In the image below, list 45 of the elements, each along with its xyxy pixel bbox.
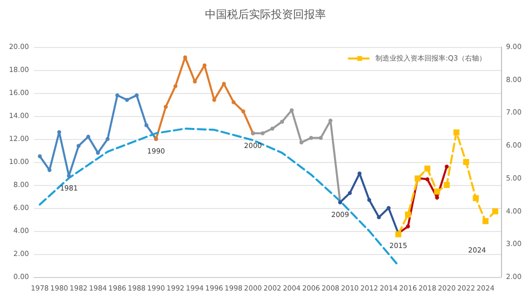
point: [472, 195, 479, 202]
point: [202, 63, 207, 68]
point: [260, 131, 265, 136]
point: [424, 166, 430, 172]
point: [299, 140, 304, 144]
point: [492, 208, 498, 214]
point: [482, 218, 488, 224]
point: [386, 206, 391, 210]
point: [125, 98, 130, 102]
point: [115, 93, 120, 98]
point: [270, 126, 274, 131]
point: [367, 198, 372, 202]
point: [222, 82, 226, 86]
point: [241, 109, 246, 114]
point: [348, 191, 352, 196]
chart-title: 中国税后实际投资回报率: [205, 8, 326, 21]
point: [425, 177, 430, 182]
point: [358, 172, 362, 176]
point: [173, 84, 178, 88]
point: [453, 129, 460, 136]
point: [192, 80, 197, 84]
point: [183, 55, 188, 60]
point: [463, 159, 470, 165]
point: [406, 224, 410, 228]
point: [134, 93, 139, 98]
point: [404, 212, 411, 218]
point: [144, 123, 148, 128]
point: [328, 118, 332, 123]
point: [290, 108, 294, 112]
point: [96, 150, 100, 155]
point: [434, 188, 440, 195]
point: [444, 164, 449, 169]
point: [435, 196, 440, 200]
point: [309, 136, 314, 140]
point: [280, 120, 284, 124]
point: [106, 137, 110, 141]
point: [38, 154, 42, 158]
point: [86, 134, 90, 139]
point: [164, 104, 168, 109]
point: [232, 100, 236, 104]
point: [376, 215, 381, 220]
point: [48, 168, 52, 172]
point: [444, 182, 450, 188]
point: [318, 136, 323, 140]
point: [76, 144, 81, 148]
